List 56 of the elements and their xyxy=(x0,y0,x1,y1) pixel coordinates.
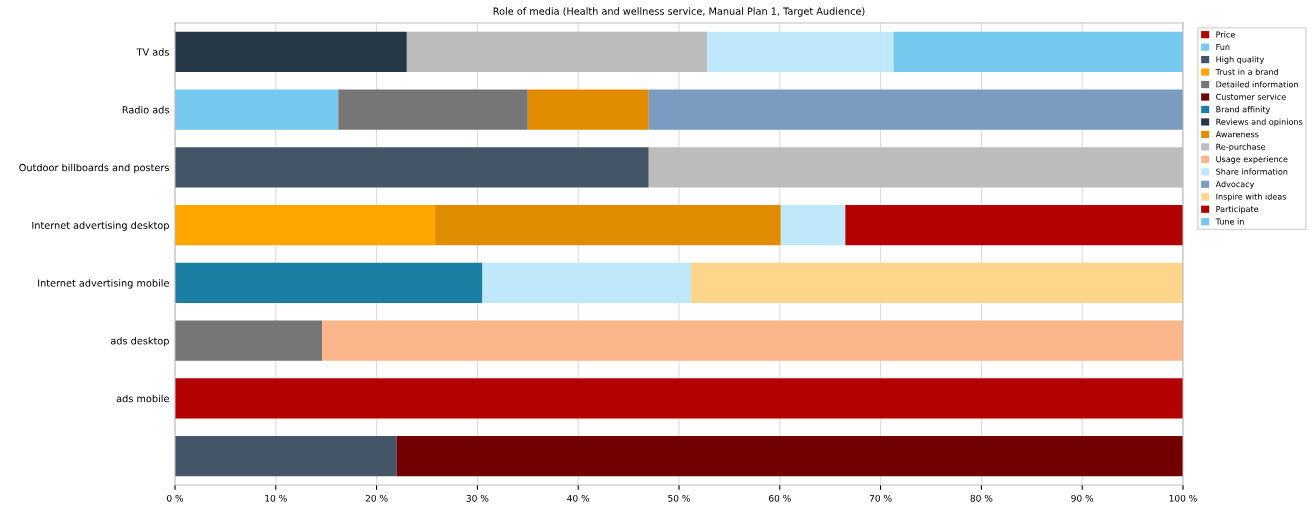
x-tick-label: 60 % xyxy=(768,494,791,502)
legend-label: Participate xyxy=(1216,205,1259,214)
legend-label: Inspire with ideas xyxy=(1216,193,1287,202)
bar xyxy=(396,435,1183,477)
bar xyxy=(845,204,1183,246)
legend-label: Usage experience xyxy=(1216,156,1288,164)
x-tick-label: 10 % xyxy=(265,494,287,502)
legend-label: Customer service xyxy=(1216,93,1286,100)
legend-label: Advocacy xyxy=(1215,180,1255,189)
legend-label: Tune in xyxy=(1215,218,1244,225)
x-tick-label: 80 % xyxy=(970,494,993,502)
y-tick-label: Internet advertising mobile xyxy=(38,279,169,289)
legend-label: Share information xyxy=(1216,168,1288,175)
bar xyxy=(322,320,1183,361)
legend-label: Fun xyxy=(1216,44,1230,50)
legend-label: Re-purchase xyxy=(1216,143,1266,152)
bar xyxy=(338,89,528,130)
legend-label: Trust in a brand xyxy=(1215,68,1278,75)
y-tick-label: TV ads xyxy=(136,48,169,56)
bar xyxy=(780,204,846,246)
x-tick-label: 0 % xyxy=(167,494,184,502)
legend-label: Brand affinity xyxy=(1216,106,1271,114)
legend-label: Awareness xyxy=(1215,131,1259,138)
bar xyxy=(527,89,649,130)
bar xyxy=(648,89,1183,130)
legend-label: Reviews and opinions xyxy=(1216,118,1303,127)
bar xyxy=(175,435,397,477)
legend-label: Detailed information xyxy=(1216,81,1298,88)
bar xyxy=(175,378,1183,419)
bar xyxy=(435,204,781,246)
x-tick-label: 90 % xyxy=(1071,494,1094,502)
x-tick-label: 70 % xyxy=(869,494,892,502)
bar xyxy=(175,31,407,73)
x-tick-label: 30 % xyxy=(466,494,489,502)
chart-title: Role of media (Health and wellness service, Manual Plan 1, Target Audience) xyxy=(493,7,865,17)
legend-label: High quality xyxy=(1216,56,1265,65)
x-tick-label: 40 % xyxy=(567,494,590,502)
x-tick-label: 100 % xyxy=(1169,494,1197,502)
x-tick-label: 20 % xyxy=(365,494,388,502)
y-tick-label: ads desktop xyxy=(110,336,169,347)
x-tick-label: 50 % xyxy=(668,494,690,502)
y-tick-label: Radio ads xyxy=(122,105,169,114)
bar xyxy=(175,147,649,188)
bar xyxy=(175,204,436,246)
bar xyxy=(406,31,708,73)
bar xyxy=(691,262,1183,304)
bar xyxy=(175,89,339,130)
legend-label: Price xyxy=(1216,31,1235,38)
bar xyxy=(707,31,894,73)
bar xyxy=(175,320,323,361)
y-tick-label: Outdoor billboards and posters xyxy=(19,163,169,174)
y-tick-label: ads mobile xyxy=(116,394,169,403)
bar xyxy=(893,31,1183,73)
bar xyxy=(482,262,692,304)
y-tick-label: Internet advertising desktop xyxy=(32,221,169,231)
bar xyxy=(175,262,483,304)
